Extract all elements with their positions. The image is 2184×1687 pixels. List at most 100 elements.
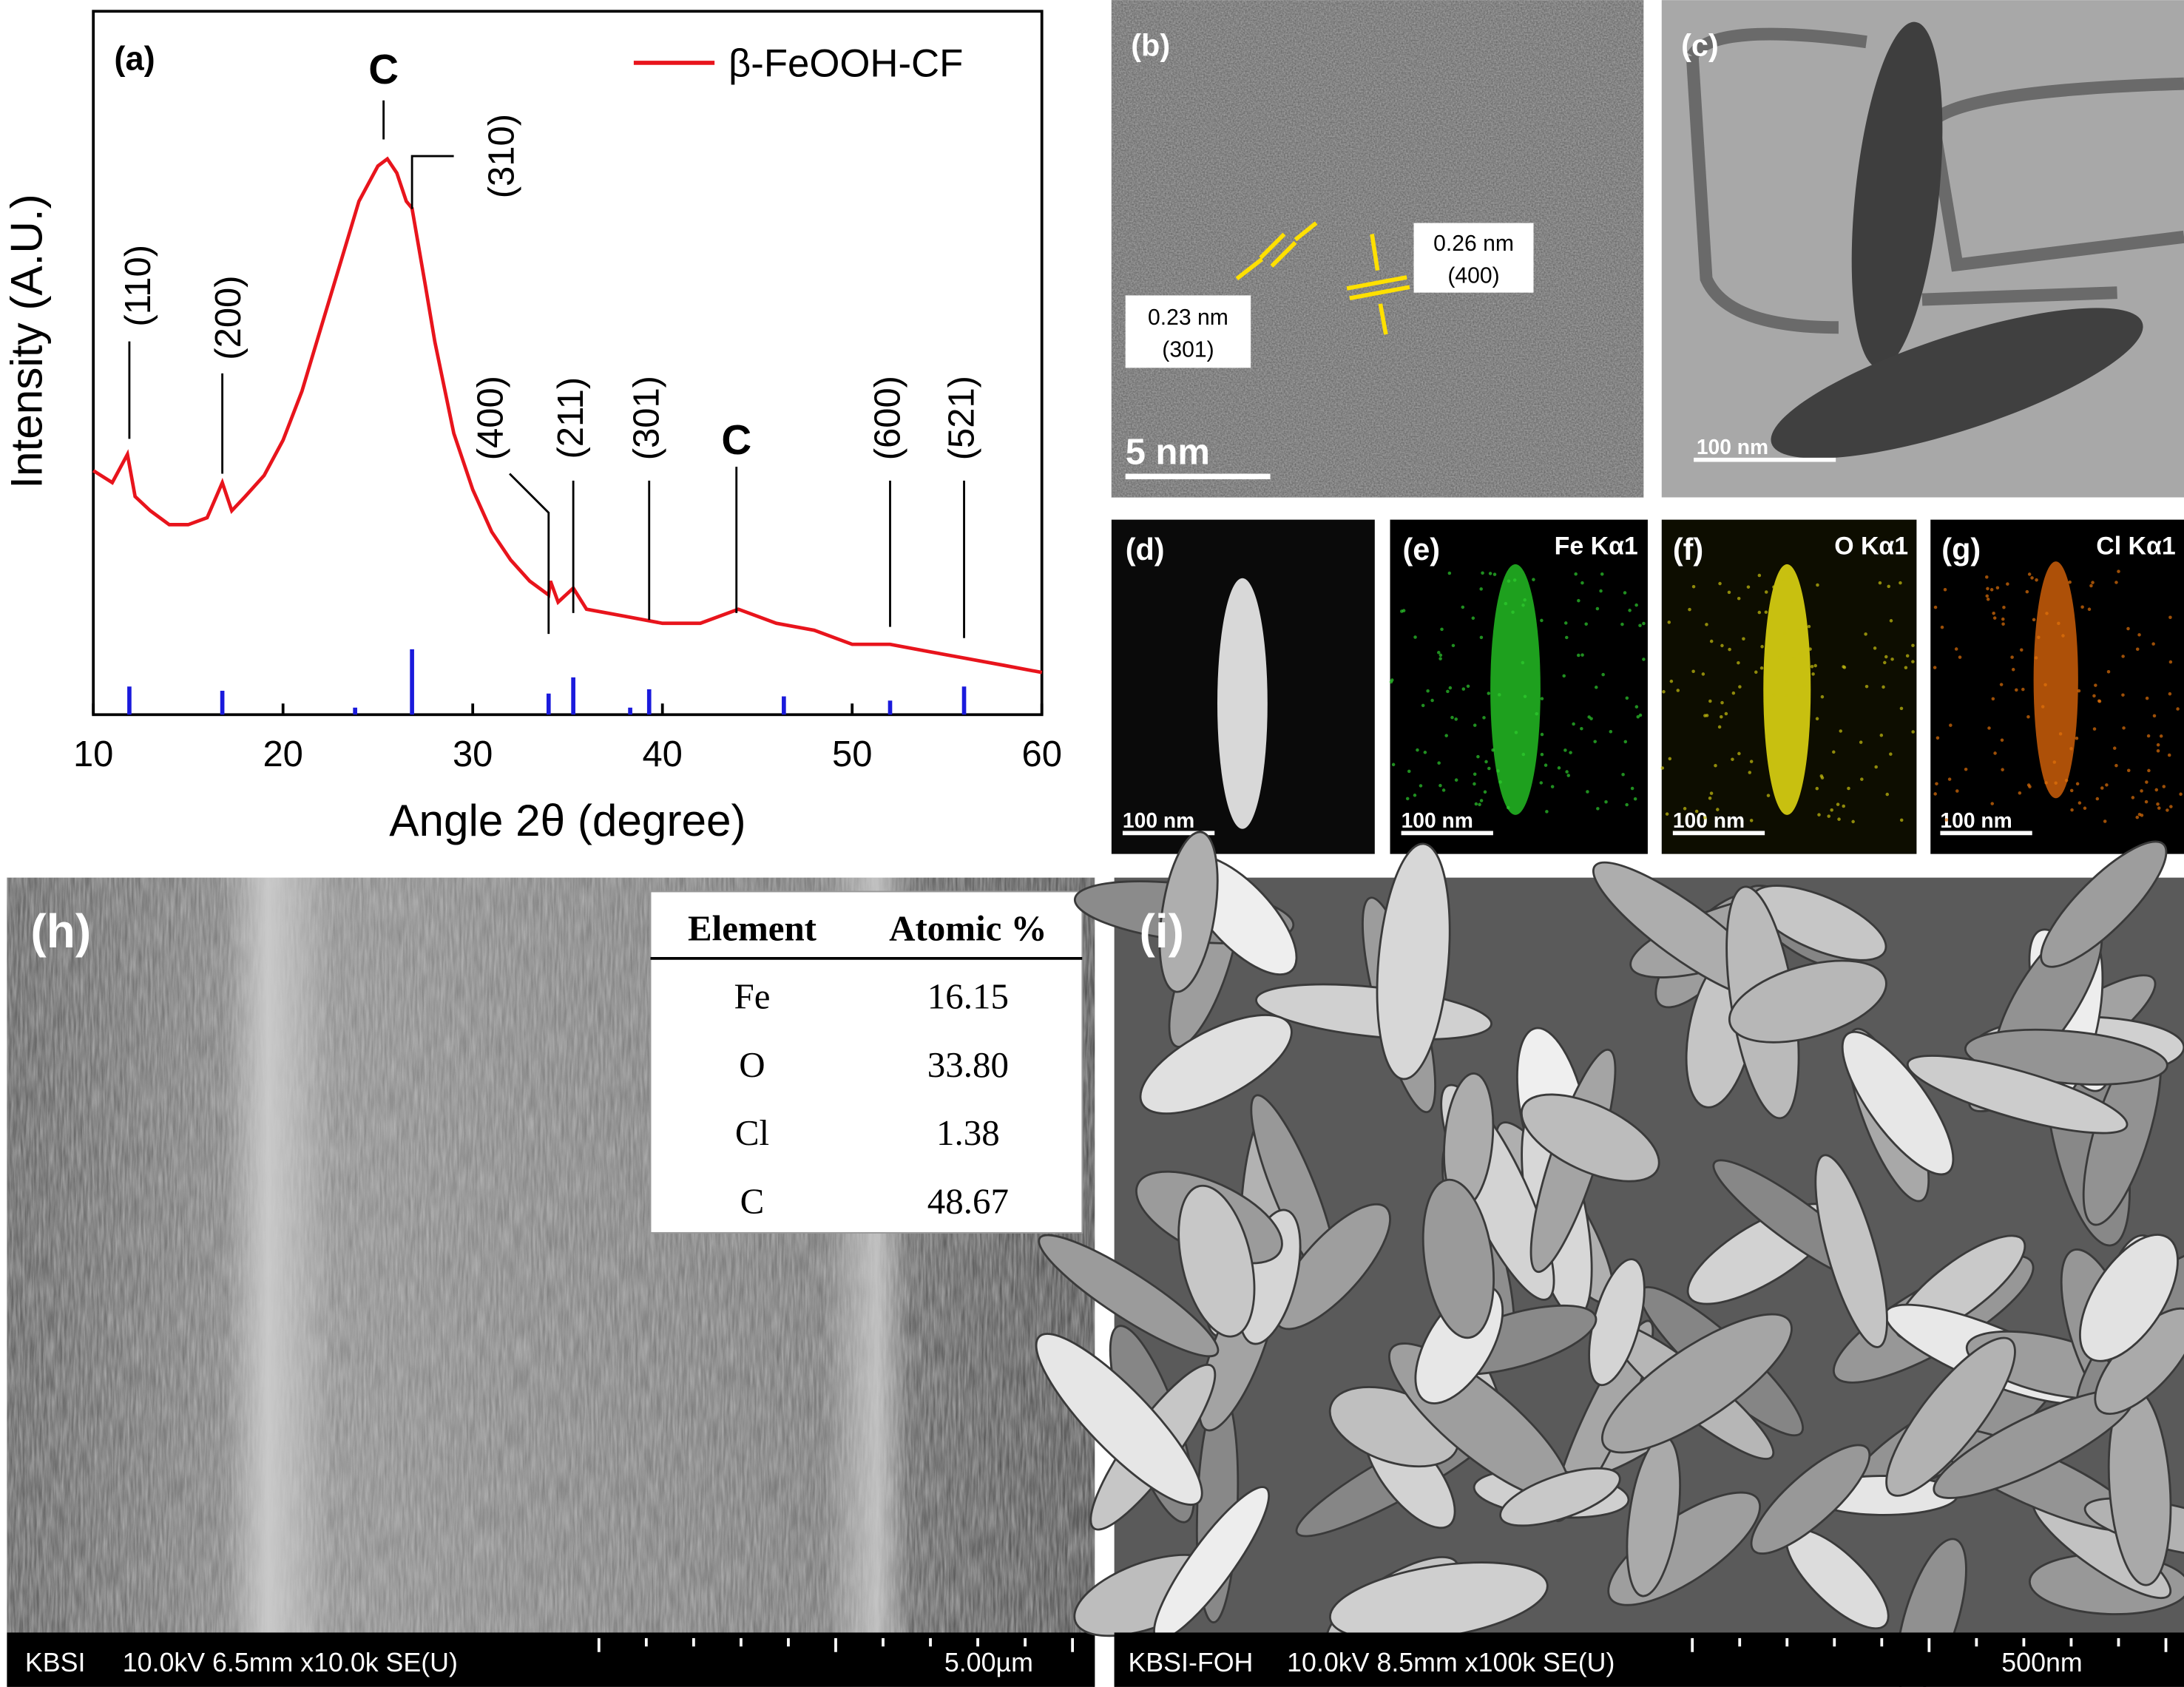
eds-dot (2069, 747, 2073, 751)
panel-label: (h) (30, 905, 91, 958)
eds-dot (1786, 575, 1791, 580)
eds-dot (1771, 606, 1776, 611)
eds-dot (1992, 611, 1995, 615)
eds-dot (2176, 707, 2180, 711)
eds-dot (1474, 802, 1478, 806)
eds-dot (1604, 800, 1608, 804)
eds-dot (1550, 785, 1555, 788)
eds-dot (1765, 734, 1769, 737)
particle (1499, 1467, 1621, 1527)
eds-dot (1943, 588, 1947, 592)
eds-dot (2001, 768, 2004, 771)
eds-dot (2100, 786, 2104, 790)
eds-dot (1749, 760, 1754, 763)
eds-dot (2146, 734, 2151, 738)
eds-dot (2043, 683, 2047, 687)
x-tick-label: 30 (453, 734, 493, 774)
eds-dot (1521, 604, 1525, 607)
eds-dot (1634, 603, 1638, 607)
eds-dot (1454, 717, 1458, 721)
eds-dot (1954, 647, 1958, 651)
lattice-marks (1235, 221, 1410, 335)
particle (1728, 959, 1887, 1044)
eds-dot (1484, 760, 1488, 764)
eds-dot (1836, 802, 1840, 806)
eds-dot (2121, 655, 2125, 658)
eds-dot (1521, 660, 1525, 665)
peak-label: (600) (868, 376, 907, 460)
eds-dot (1625, 802, 1629, 807)
eds-dot (1492, 572, 1497, 576)
eds-dot (1544, 763, 1548, 767)
scale-bar-label: 100 nm (1402, 808, 1473, 832)
eds-dot (2058, 731, 2063, 736)
eds-dot (1935, 736, 1940, 740)
particle (1158, 831, 1219, 993)
eds-dot (1827, 814, 1830, 818)
eds-dot (1737, 596, 1741, 601)
eds-dot (1770, 618, 1774, 622)
eds-dot (1771, 762, 1776, 766)
eds-dot (1742, 637, 1745, 641)
eds-dot (1754, 670, 1758, 675)
table-cell: Fe (734, 976, 770, 1017)
eds-dot (1446, 689, 1450, 694)
particle (2040, 840, 2168, 968)
eds-dot (1889, 619, 1893, 623)
eds-dot (1882, 685, 1885, 689)
eds-dot (1566, 774, 1570, 777)
eds-dot (1438, 653, 1443, 657)
plane-index: (400) (1447, 263, 1499, 288)
eds-dot (1810, 665, 1814, 669)
eds-dot (1820, 694, 1825, 699)
eds-dot (1688, 607, 1691, 612)
eds-dot (1577, 598, 1580, 603)
fe-signal (1490, 564, 1541, 815)
label-box (1413, 223, 1534, 293)
eds-dot (1574, 572, 1578, 576)
eds-dot (2069, 788, 2074, 793)
eds-dot (2010, 655, 2014, 659)
eds-dot (1815, 717, 1819, 721)
composition-table (649, 890, 1083, 1234)
eds-dot (1837, 817, 1841, 821)
eds-dot (1623, 591, 1627, 595)
peak-label: (310) (481, 114, 521, 198)
eds-dot (2137, 633, 2141, 637)
particle (1814, 1154, 1888, 1348)
eds-dot (2162, 785, 2166, 788)
eds-dot (1450, 715, 1454, 720)
imaging-conditions: 10.0kV 8.5mm x100k SE(U) (1287, 1648, 1615, 1677)
eds-dot (1694, 809, 1699, 814)
eds-dot (1557, 766, 1561, 770)
eds-dot (2026, 783, 2031, 787)
eds-dot (1764, 610, 1768, 614)
eds-dot (1479, 635, 1484, 640)
eds-dot (1933, 605, 1938, 609)
eds-dot (2121, 693, 2125, 697)
eds-dot (2114, 581, 2118, 584)
eds-dot (2037, 635, 2041, 639)
eds-dot (1817, 813, 1821, 817)
particle (1600, 1313, 1793, 1454)
eds-dot (1540, 732, 1544, 737)
eds-dot (1774, 673, 1778, 677)
eds-dot (2168, 660, 2173, 664)
eds-dot (1992, 616, 1997, 620)
eds-dot (1792, 657, 1796, 660)
eds-dot (1749, 819, 1754, 822)
eds-dot (1811, 672, 1815, 676)
eds-dot (2092, 727, 2097, 731)
eds-dot (2145, 780, 2148, 784)
eds-dot (1808, 647, 1812, 651)
eds-dot (1718, 581, 1722, 586)
eds-dot (2167, 753, 2171, 757)
eds-dot (1859, 740, 1863, 744)
eds-dot (1447, 571, 1452, 575)
eds-dot (2156, 748, 2160, 753)
eds-dot (1504, 601, 1508, 606)
eds-dot (1507, 579, 1511, 583)
imaging-conditions: 10.0kV 6.5mm x10.0k SE(U) (123, 1648, 458, 1677)
eds-dot (1784, 679, 1788, 683)
eds-dot (2092, 694, 2096, 698)
